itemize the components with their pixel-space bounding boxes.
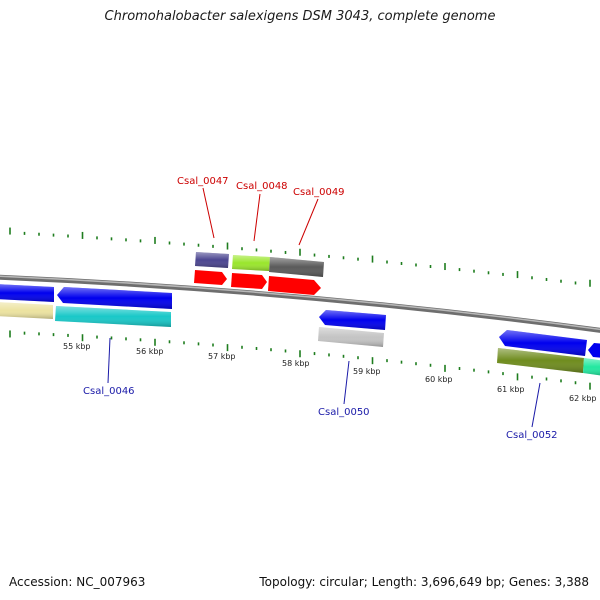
gene-csal-0046-group[interactable] <box>55 287 172 327</box>
gene-csal-0046-arrow-shade <box>57 287 172 309</box>
leader-csal-0049 <box>298 198 319 246</box>
genome-backbone-highlight <box>0 275 600 331</box>
gene-right-partial-block-shade <box>583 358 600 376</box>
gene-csal-0050-arrow-shade <box>319 310 386 330</box>
summary-text: Topology: circular; Length: 3,696,649 bp… <box>259 575 589 589</box>
gene-left-partial-group[interactable] <box>0 284 54 319</box>
scale-label-58kbp: 58 kbp <box>282 359 310 368</box>
gene-csal-0048-group[interactable] <box>231 255 270 289</box>
gene-csal-0050-block-shade <box>318 327 384 347</box>
scale-label-56kbp: 56 kbp <box>136 347 164 356</box>
gene-csal-0049-group[interactable] <box>268 257 324 295</box>
gene-left-partial-block-shade <box>0 302 53 319</box>
gene-csal-0051-group[interactable] <box>499 330 600 358</box>
leader-csal-0050 <box>343 360 350 405</box>
leader-csal-0048 <box>253 193 261 242</box>
label-csal-0046[interactable]: Csal_0046 <box>83 386 135 397</box>
leader-csal-0052 <box>531 382 541 428</box>
scale-label-57kbp: 57 kbp <box>208 352 236 361</box>
scale-label-62kbp: 62 kbp <box>569 394 597 403</box>
label-csal-0050[interactable]: Csal_0050 <box>318 407 370 418</box>
gene-csal-0052-group[interactable] <box>497 348 600 376</box>
accession-text: Accession: NC_007963 <box>9 575 146 589</box>
leader-csal-0047 <box>202 187 215 239</box>
gene-csal-0049-arrow[interactable] <box>268 276 321 295</box>
gene-csal-0046-block-shade <box>55 306 171 327</box>
gene-left-partial-arrow-shade <box>0 284 54 302</box>
gene-right-partial-arrow[interactable] <box>588 343 600 358</box>
genome-backbone <box>0 274 600 333</box>
gene-csal-0050-group[interactable] <box>318 310 386 347</box>
label-csal-0052[interactable]: Csal_0052 <box>506 430 558 441</box>
scale-label-59kbp: 59 kbp <box>353 367 381 376</box>
gene-csal-0047-group[interactable] <box>194 252 229 285</box>
gene-csal-0047-block-shade <box>195 252 229 268</box>
gene-csal-0049-block-shade <box>269 257 324 277</box>
scale-label-60kbp: 60 kbp <box>425 375 453 384</box>
gene-csal-0048-block-shade <box>232 255 270 271</box>
map-title: Chromohalobacter salexigens DSM 3043, co… <box>104 9 496 24</box>
label-csal-0047[interactable]: Csal_0047 <box>177 176 229 187</box>
gene-csal-0048-arrow[interactable] <box>231 273 267 289</box>
scale-label-61kbp: 61 kbp <box>497 385 525 394</box>
gene-csal-0047-arrow[interactable] <box>194 270 227 285</box>
label-csal-0049[interactable]: Csal_0049 <box>293 187 345 198</box>
gene-csal-0051-arrow-shade <box>499 330 587 356</box>
leader-csal-0046 <box>107 337 111 384</box>
inner-tick-ring <box>9 330 591 390</box>
gene-csal-0052-block-shade <box>497 348 584 373</box>
outer-tick-ring <box>9 227 591 287</box>
scale-label-55kbp: 55 kbp <box>63 342 91 351</box>
label-csal-0048[interactable]: Csal_0048 <box>236 181 288 192</box>
